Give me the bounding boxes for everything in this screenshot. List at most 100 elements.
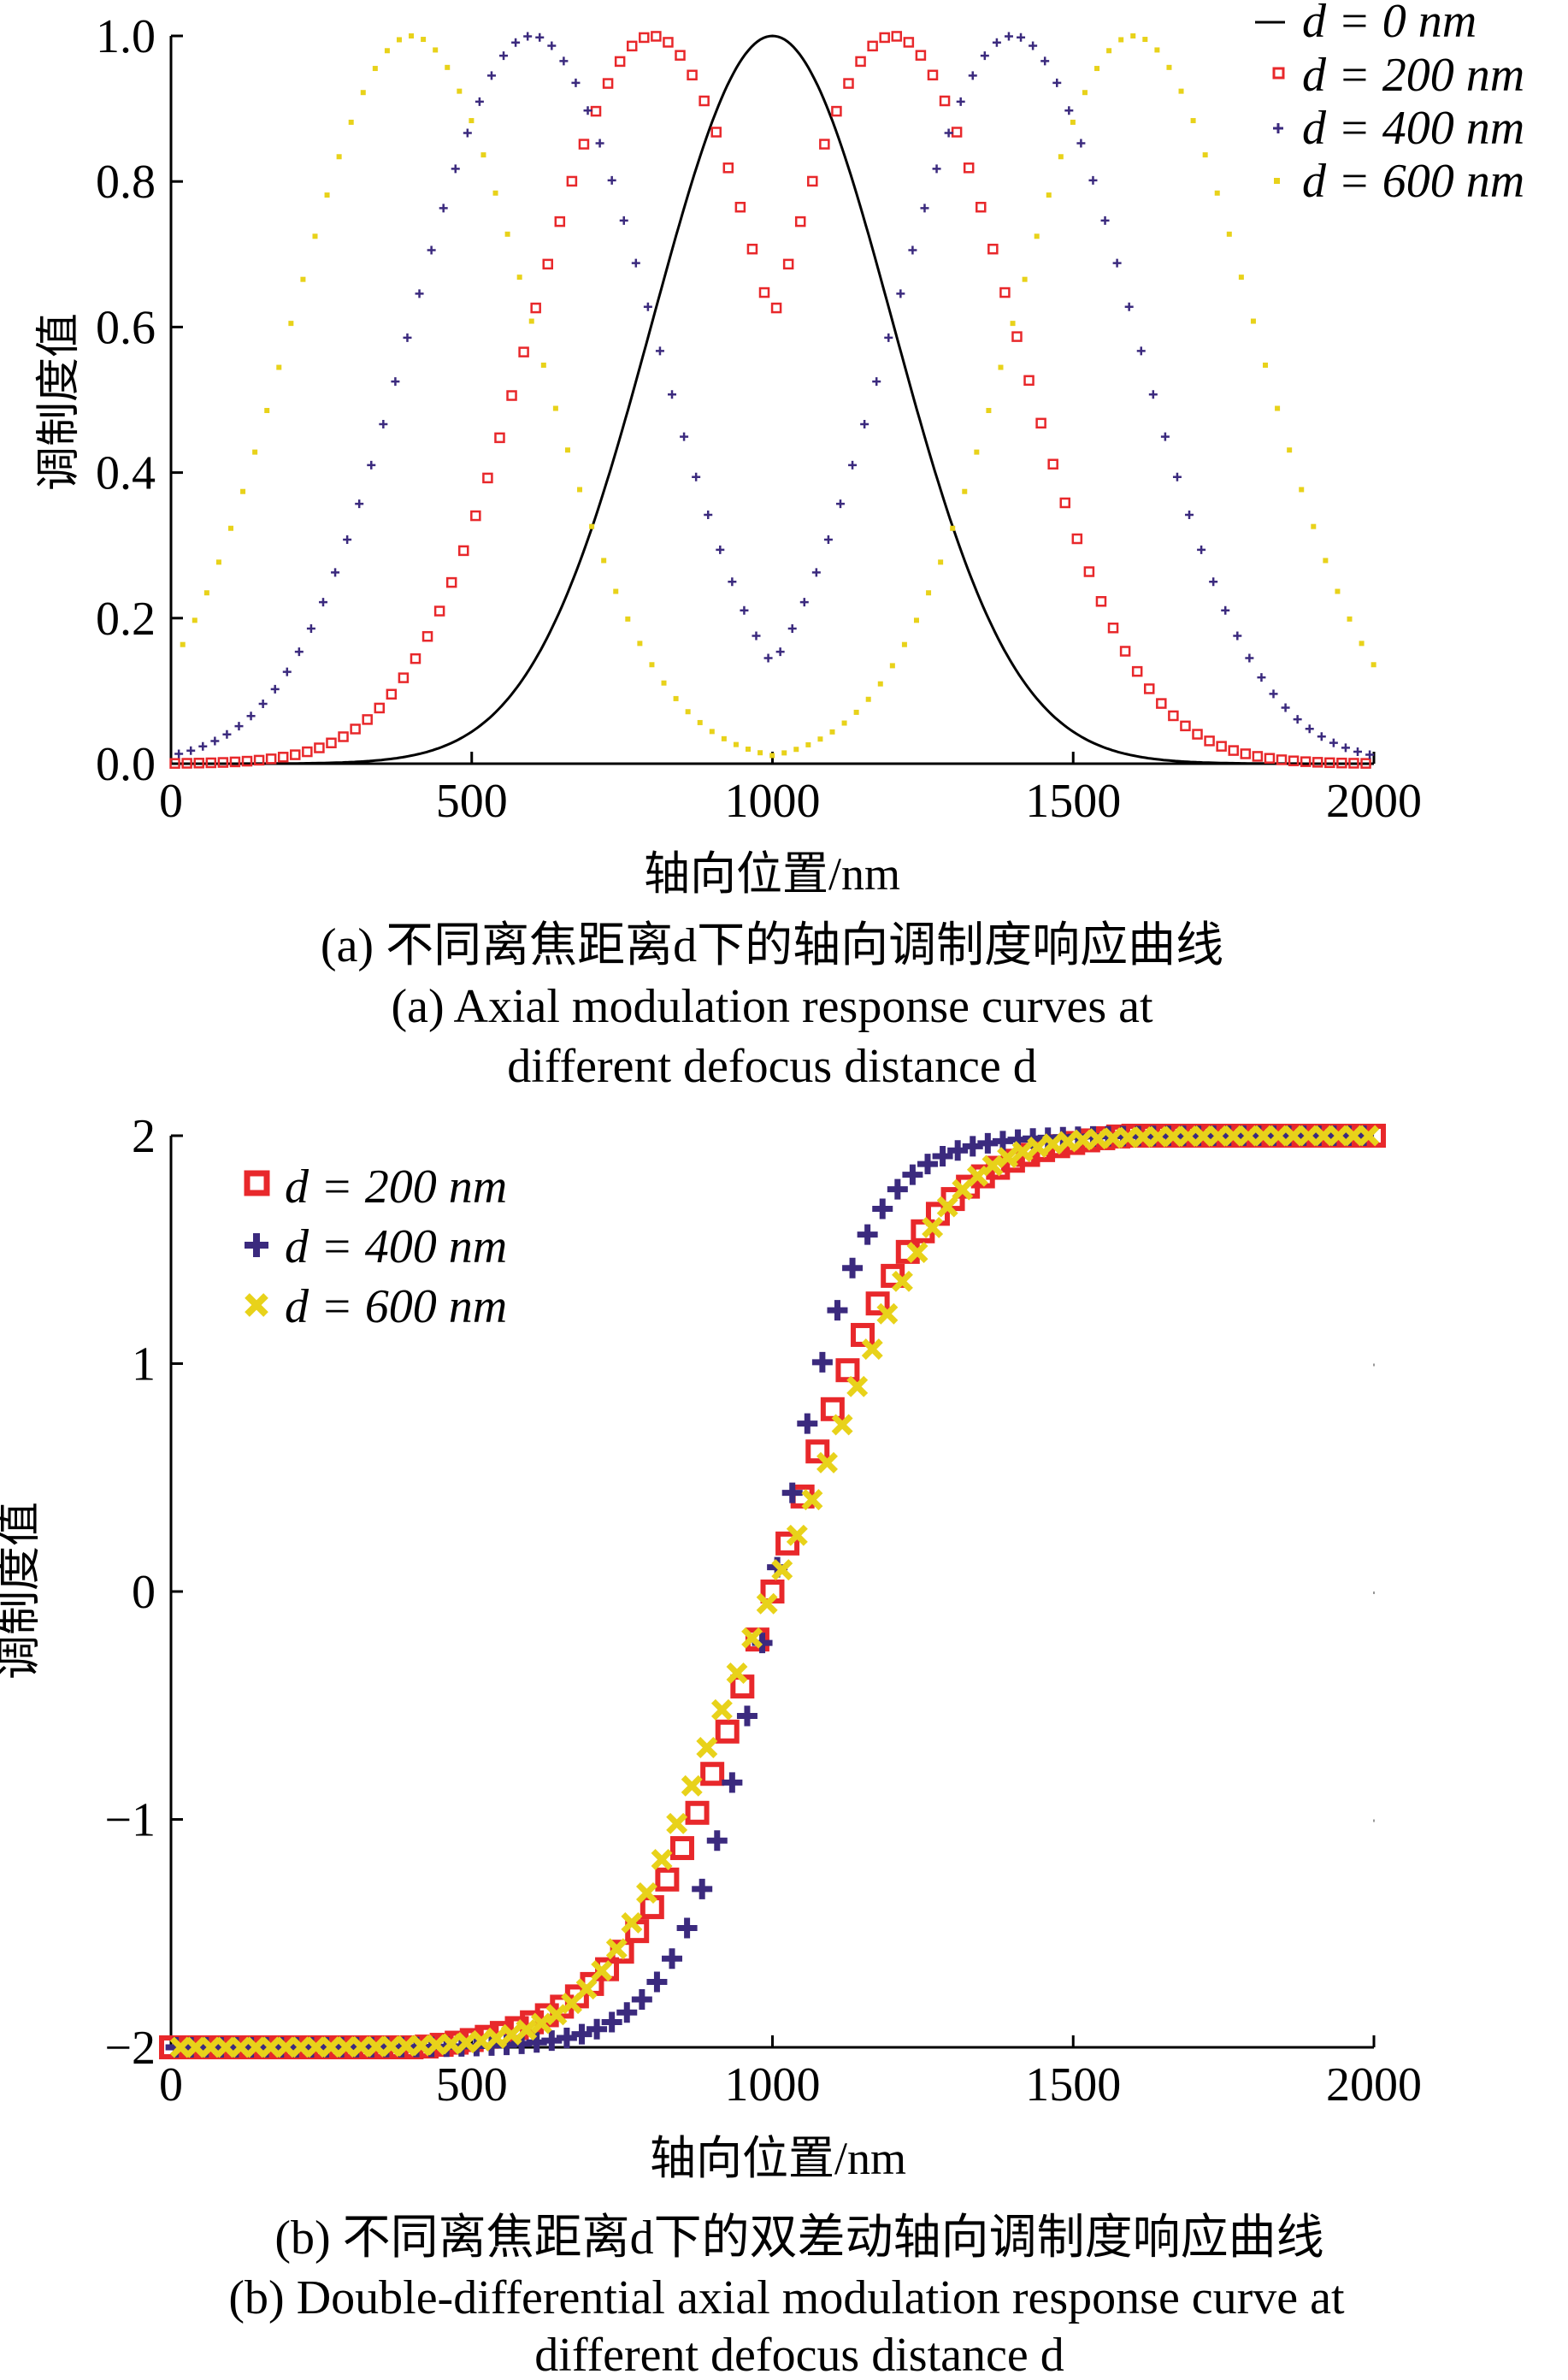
data-point xyxy=(926,590,932,596)
data-point xyxy=(591,1960,613,1982)
data-point xyxy=(499,51,509,61)
data-point xyxy=(752,631,761,641)
data-point xyxy=(294,647,304,657)
data-point xyxy=(944,128,953,138)
data-point xyxy=(848,460,858,470)
data-point xyxy=(861,1338,883,1361)
data-point xyxy=(314,742,325,753)
data-point xyxy=(891,31,903,42)
data-point xyxy=(302,746,313,758)
data-point xyxy=(663,37,674,48)
data-point xyxy=(396,37,402,43)
data-point xyxy=(1204,735,1215,747)
data-point xyxy=(1106,48,1112,54)
data-point xyxy=(215,559,221,565)
data-point xyxy=(696,1737,718,1758)
data-point xyxy=(1143,683,1155,694)
data-point xyxy=(530,302,541,314)
data-point xyxy=(1305,724,1314,734)
data-point xyxy=(276,364,282,370)
data-point xyxy=(1052,78,1062,87)
data-point xyxy=(816,1451,838,1473)
data-point xyxy=(721,735,727,741)
data-point xyxy=(540,363,546,369)
data-point xyxy=(577,487,583,493)
data-point xyxy=(635,1881,657,1904)
data-point xyxy=(203,590,209,596)
data-point xyxy=(372,66,378,72)
data-point xyxy=(1094,66,1100,72)
data-point xyxy=(180,641,186,647)
data-point xyxy=(1076,139,1086,148)
x-tick-label: 0 xyxy=(159,2058,183,2111)
data-point xyxy=(687,69,698,81)
data-point xyxy=(621,1911,643,1934)
data-point xyxy=(710,1698,733,1721)
data-point xyxy=(602,78,614,89)
data-point xyxy=(841,720,847,726)
legend-label: d = 200 nm xyxy=(1302,49,1524,102)
data-point xyxy=(733,741,739,747)
data-point xyxy=(1088,175,1098,185)
data-point xyxy=(590,105,602,117)
data-point xyxy=(1336,757,1347,769)
data-point xyxy=(692,1878,713,1899)
data-point xyxy=(1119,646,1131,657)
data-point xyxy=(1100,216,1110,225)
data-point xyxy=(936,1196,958,1218)
data-point xyxy=(1228,745,1239,756)
data-point xyxy=(902,1164,923,1185)
data-point xyxy=(775,647,785,657)
data-point xyxy=(913,617,919,623)
data-point xyxy=(685,1800,710,1825)
data-point xyxy=(709,729,715,735)
data-point xyxy=(947,1140,969,1161)
data-point xyxy=(326,737,337,748)
data-point xyxy=(511,38,521,47)
data-point xyxy=(265,753,277,765)
data-point xyxy=(1022,276,1028,282)
data-point xyxy=(362,714,373,725)
data-point xyxy=(728,577,737,587)
data-point xyxy=(252,449,258,455)
data-point xyxy=(504,231,510,237)
data-point xyxy=(831,105,842,117)
data-point xyxy=(421,37,427,43)
data-point xyxy=(734,201,746,213)
data-point xyxy=(300,276,306,282)
data-point xyxy=(823,535,833,545)
data-point xyxy=(932,164,941,174)
data-point xyxy=(1095,596,1107,607)
data-point xyxy=(227,525,233,531)
data-point xyxy=(601,558,607,564)
panel-a-x-axis-label: 轴向位置/nm xyxy=(644,848,900,900)
data-point xyxy=(782,258,794,270)
data-point xyxy=(552,405,558,411)
data-point xyxy=(922,1216,944,1238)
data-point xyxy=(336,154,342,160)
data-point xyxy=(288,321,294,327)
data-point xyxy=(1300,756,1312,767)
data-point xyxy=(903,37,915,48)
data-point xyxy=(626,40,638,52)
data-point xyxy=(1124,302,1134,311)
series-d400nm xyxy=(174,32,1375,759)
data-point xyxy=(1029,41,1038,50)
data-point xyxy=(865,1291,890,1316)
data-point xyxy=(1312,757,1323,768)
data-point xyxy=(807,175,818,187)
data-point xyxy=(458,545,469,557)
data-point xyxy=(835,1358,860,1383)
data-point xyxy=(889,663,895,669)
data-point xyxy=(986,408,992,414)
data-point xyxy=(997,1147,1019,1169)
legend-item-d200: d = 200 nm xyxy=(1272,49,1524,102)
data-point xyxy=(264,408,270,414)
legend-label: d = 200 nm xyxy=(285,1160,507,1214)
data-point xyxy=(746,746,752,752)
data-point xyxy=(1293,715,1302,724)
data-point xyxy=(740,605,749,615)
data-point xyxy=(523,32,533,41)
data-point xyxy=(1112,258,1122,268)
data-point xyxy=(625,616,631,622)
